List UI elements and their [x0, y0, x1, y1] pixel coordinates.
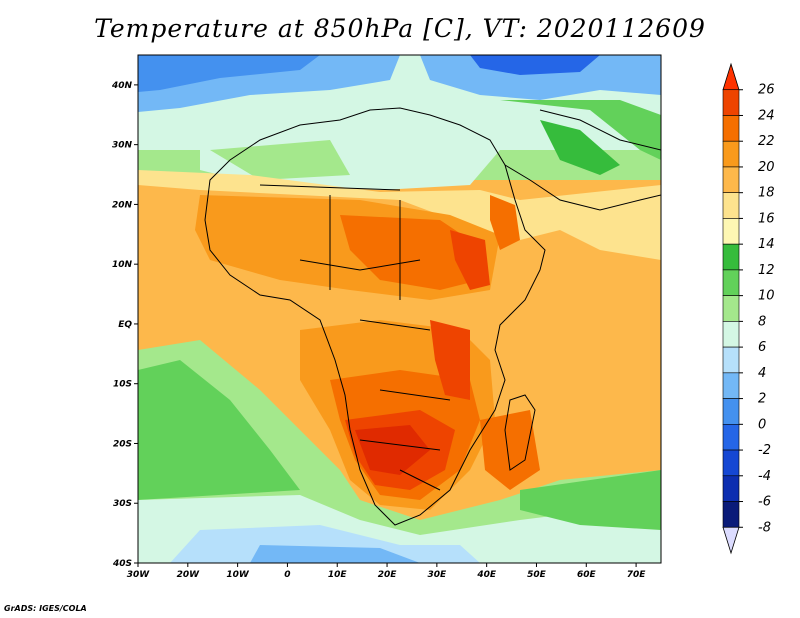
colorbar-tick-label: 18 [758, 186, 775, 201]
lat-tick-label: EQ [118, 320, 132, 330]
lat-tick-label: 30S [113, 499, 132, 509]
colorbar-swatch [722, 89, 740, 116]
lat-tick-label: 40S [112, 559, 132, 569]
colorbar-swatch [722, 449, 740, 477]
lon-tick-label: 40E [476, 570, 497, 580]
colorbar-tick-label: -2 [758, 443, 771, 458]
colorbar-swatch [722, 295, 740, 322]
colorbar-swatch [722, 243, 740, 271]
lon-tick-label: 20E [378, 570, 398, 580]
colorbar-swatch [722, 424, 740, 451]
colorbar-swatch [722, 115, 740, 142]
colorbar-tick-label: -6 [758, 495, 771, 510]
lon-tick-label: 10E [328, 570, 348, 580]
coastline-borders [204, 107, 661, 526]
lat-tick-label: 30N [112, 141, 133, 151]
colorbar-swatch [722, 192, 740, 219]
lon-tick-label: 30W [127, 570, 151, 580]
colorbar-swatch [722, 166, 740, 193]
colorbar-tick-label: 14 [758, 237, 775, 252]
colorbar-tick-label: -8 [758, 520, 771, 535]
colorbar-swatch [722, 140, 740, 168]
longitude-axis: 30W 20W 10W 0 10E 20E 30E 40E 50E 60E 70E [127, 563, 647, 580]
colorbar-tick-label: 4 [758, 366, 766, 381]
colorbar-tick-label: 0 [758, 417, 766, 432]
map-title: Temperature at 850hPa [C], VT: 202011260… [94, 14, 706, 43]
lat-tick-label: 20N [112, 200, 133, 210]
lon-tick-label: 20W [177, 570, 201, 580]
lat-tick-label: 40N [111, 81, 133, 91]
colorbar-swatch [722, 475, 740, 502]
colorbar-tick-label: 26 [758, 83, 775, 98]
latitude-axis: 40N 30N 20N 10N EQ 10S 20S 30S 40S [111, 81, 138, 569]
colorbar-swatch [722, 269, 740, 296]
colorbar-bottom-arrow [722, 526, 740, 555]
lat-tick-label: 10N [112, 260, 133, 270]
colorbar-tick-label: 16 [758, 211, 775, 226]
lon-tick-label: 50E [527, 570, 547, 580]
lon-tick-label: 60E [577, 570, 597, 580]
lon-tick-label: 0 [284, 570, 290, 580]
lat-tick-label: 20S [113, 439, 132, 449]
plot-frame [137, 54, 662, 564]
lon-tick-label: 70E [627, 570, 647, 580]
colorbar-swatch [722, 346, 740, 374]
colorbar-swatch [722, 501, 740, 528]
colorbar-swatch [722, 321, 740, 348]
temperature-field [138, 55, 661, 563]
colorbar-swatch [722, 218, 740, 245]
colorbar-tick-label: -4 [758, 469, 771, 484]
colorbar-tick-label: 22 [758, 134, 775, 149]
colorbar-tick-label: 8 [758, 314, 766, 329]
colorbar-top-arrow [722, 62, 740, 91]
colorbar-tick-label: 6 [758, 340, 766, 355]
lat-tick-label: 10S [113, 380, 132, 390]
colorbar-tick-label: 12 [758, 263, 775, 278]
colorbar-tick-label: 2 [758, 392, 766, 407]
colorbar-swatch [722, 398, 740, 425]
lon-tick-label: 10W [226, 570, 250, 580]
colorbar-tick-label: 10 [758, 289, 775, 304]
colorbar-swatch [722, 372, 740, 399]
lon-tick-label: 30E [428, 570, 448, 580]
colorbar-tick-label: 20 [758, 160, 775, 175]
colorbar-tick-label: 24 [758, 108, 775, 123]
grads-credit: GrADS: IGES/COLA [4, 604, 87, 613]
